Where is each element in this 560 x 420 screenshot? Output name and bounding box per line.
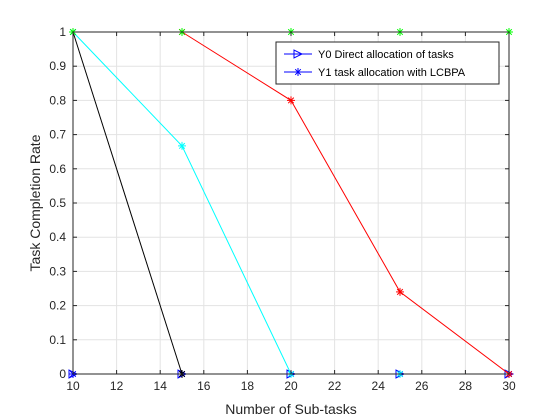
- series-line: [72, 31, 183, 375]
- x-tick-label: 18: [241, 379, 255, 393]
- y-tick-label: 1: [59, 25, 66, 39]
- x-axis-title: Number of Sub-tasks: [225, 401, 357, 417]
- x-tick-label: 10: [66, 379, 80, 393]
- marker-stroke: [287, 97, 295, 104]
- data-point: [396, 287, 404, 296]
- x-tick-label: 12: [110, 379, 124, 393]
- y-axis-title: Task Completion Rate: [27, 134, 43, 271]
- legend-label: Y0 Direct allocation of tasks: [318, 49, 454, 61]
- y-tick-label: 0.8: [49, 93, 66, 107]
- x-tick-label: 30: [502, 379, 516, 393]
- x-tick-label: 16: [197, 379, 211, 393]
- legend-marker: [294, 68, 302, 76]
- x-tick-label: 26: [415, 379, 429, 393]
- y-tick-label: 0.3: [49, 264, 66, 278]
- x-tick-label: 20: [284, 379, 298, 393]
- x-tick-label: 24: [372, 379, 386, 393]
- legend-box: [275, 41, 500, 85]
- legend-item: Y1 task allocation with LCBPA: [284, 67, 466, 79]
- y-tick-label: 0.1: [49, 333, 66, 347]
- legend-marker: [293, 49, 304, 59]
- y-tick-label: 0.2: [49, 299, 66, 313]
- legend: Y0 Direct allocation of tasks Y1 task all…: [275, 41, 500, 85]
- legend-item: Y0 Direct allocation of tasks: [284, 49, 454, 61]
- y-tick-label: 0.6: [49, 162, 66, 176]
- y-tick-label: 0.5: [49, 196, 66, 210]
- y-tick-label: 0: [59, 367, 66, 381]
- y-tick-label: 0.7: [49, 128, 66, 142]
- ticks: 10 12 14 16 18 20 22 24 26 28 30 0 0.1 0.2 0.3 0.4 0.5 0.…: [49, 25, 516, 393]
- data-point: [287, 96, 295, 105]
- legend-label: Y1 task allocation with LCBPA: [318, 67, 466, 79]
- data-point: [178, 141, 186, 150]
- x-tick-label: 14: [154, 379, 168, 393]
- marker-stroke: [178, 142, 186, 150]
- marker-stroke: [294, 68, 302, 76]
- y-tick-label: 0.4: [49, 230, 66, 244]
- marker-stroke: [396, 288, 404, 296]
- y-tick-label: 0.9: [49, 59, 66, 73]
- x-tick-label: 22: [328, 379, 342, 393]
- series-line: [181, 31, 510, 375]
- x-tick-label: 28: [459, 379, 473, 393]
